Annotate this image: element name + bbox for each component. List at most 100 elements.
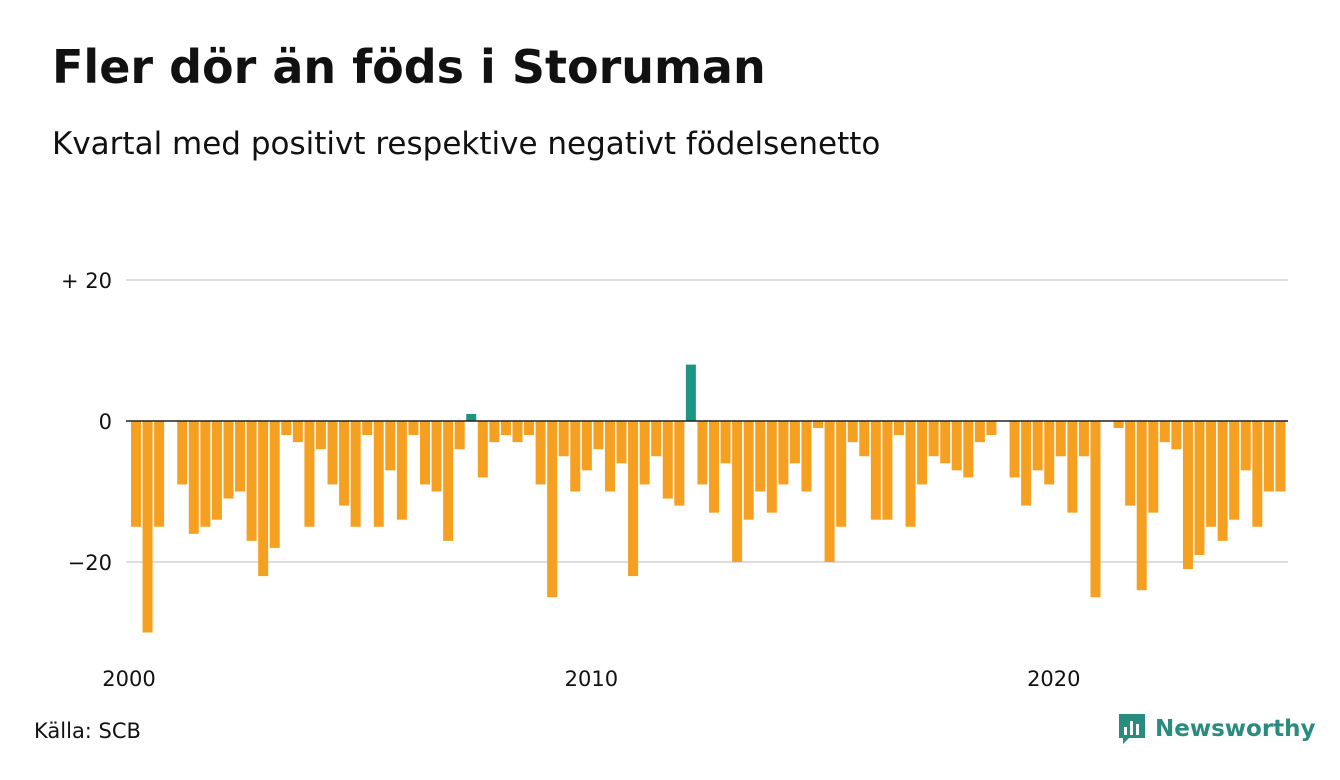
bar [246, 421, 257, 541]
bar [292, 421, 303, 443]
bar [1136, 421, 1147, 591]
bar [385, 421, 396, 471]
bar [951, 421, 962, 471]
bar [1182, 421, 1193, 570]
bar [743, 421, 754, 520]
bar [1171, 421, 1182, 450]
bar [1055, 421, 1066, 457]
x-tick-label: 2000 [102, 667, 155, 691]
bar [235, 421, 246, 492]
brand-logo: Newsworthy [1117, 712, 1316, 746]
bar [1148, 421, 1159, 513]
bar [581, 421, 592, 471]
bar [362, 421, 373, 436]
bar [1229, 421, 1240, 520]
bar [443, 421, 454, 541]
x-axis-ticks: 2000 2010 2020 [102, 667, 1080, 691]
bar [639, 421, 650, 485]
bar [500, 421, 511, 436]
bar [304, 421, 315, 527]
bar [547, 421, 558, 598]
bar [628, 421, 639, 577]
bar [674, 421, 685, 506]
bar [524, 421, 535, 436]
chart-subtitle: Kvartal med positivt respektive negativt… [52, 126, 881, 162]
bar [223, 421, 234, 499]
y-tick-label: 0 [99, 410, 112, 434]
bar-chart: + 20 0 −20 2000 2010 2020 [61, 269, 1288, 691]
bar [1217, 421, 1228, 541]
y-axis-ticks: + 20 0 −20 [61, 269, 112, 575]
bar [732, 421, 743, 562]
bar [420, 421, 430, 485]
bar [986, 421, 997, 436]
bar [558, 421, 569, 457]
bar [963, 421, 974, 478]
bar [466, 413, 477, 421]
y-tick-label: −20 [68, 551, 112, 575]
bar [1044, 421, 1055, 485]
bar [789, 421, 800, 464]
bar [813, 421, 824, 429]
bar [882, 421, 893, 520]
bar [535, 421, 546, 485]
bar [709, 421, 719, 513]
bar [847, 421, 858, 443]
bar [593, 421, 604, 450]
bar [431, 421, 442, 492]
bar [604, 421, 615, 492]
bar [258, 421, 269, 577]
bar [339, 421, 350, 506]
bar [940, 421, 951, 464]
bar [315, 421, 326, 450]
bar [905, 421, 916, 527]
bar [651, 421, 662, 457]
bar [870, 421, 881, 520]
bar [616, 421, 627, 464]
source-note: Källa: SCB [34, 719, 141, 743]
bar [188, 421, 199, 534]
newsworthy-logo-icon [1119, 714, 1145, 744]
chart-title: Fler dör än föds i Storuman [52, 40, 766, 94]
bar [350, 421, 361, 527]
bar [1032, 421, 1043, 471]
x-tick-label: 2020 [1027, 667, 1080, 691]
bar [408, 421, 419, 436]
bar [824, 421, 835, 562]
bar [154, 421, 165, 527]
y-tick-label: + 20 [61, 269, 112, 293]
bar [720, 421, 731, 464]
bar [1009, 421, 1020, 478]
bar [1090, 421, 1101, 598]
bars [131, 364, 1286, 633]
bar [859, 421, 870, 457]
bar [928, 421, 939, 457]
bar [1263, 421, 1274, 492]
bar [489, 421, 500, 443]
bar [1078, 421, 1089, 457]
bar [396, 421, 407, 520]
bar [1125, 421, 1136, 506]
bar [1067, 421, 1078, 513]
bar [281, 421, 292, 436]
bar [142, 421, 153, 633]
bar [454, 421, 465, 450]
bar [917, 421, 928, 485]
bar [1252, 421, 1263, 527]
bar [755, 421, 766, 492]
bar [512, 421, 523, 443]
bar [1159, 421, 1170, 443]
bar [974, 421, 985, 443]
bar [1275, 421, 1286, 492]
bar [1206, 421, 1217, 527]
bar [269, 421, 280, 548]
bar [893, 421, 904, 436]
bar [1021, 421, 1032, 506]
bar [697, 421, 708, 485]
bar [801, 421, 812, 492]
bar [200, 421, 211, 527]
bar [778, 421, 789, 485]
bar [766, 421, 777, 513]
bar [836, 421, 847, 527]
bar [570, 421, 581, 492]
